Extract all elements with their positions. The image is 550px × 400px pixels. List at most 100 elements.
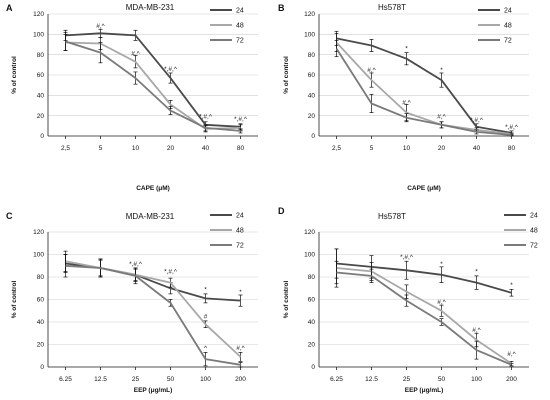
significance-annotation: # — [204, 314, 208, 321]
significance-annotation: * — [475, 269, 478, 276]
y-tick-label: 120 — [304, 229, 315, 236]
significance-annotation: *,#,^ — [129, 261, 143, 268]
y-tick-label: 80 — [308, 274, 316, 281]
series-line-72 — [65, 264, 241, 366]
x-axis-title: CAPE (μM) — [136, 185, 170, 192]
x-tick-label: 12.5 — [365, 376, 378, 383]
y-tick-label: 20 — [308, 113, 316, 120]
series-72 — [334, 260, 514, 367]
legend-label: 72 — [504, 38, 512, 45]
x-tick-label: 200 — [506, 376, 517, 383]
significance-annotation: *,#,^ — [164, 269, 178, 276]
x-tick-label: 2,5 — [332, 145, 341, 152]
panel-title: MDA-MB-231 — [126, 3, 175, 12]
x-tick-label: 2,5 — [61, 145, 70, 152]
y-tick-label: 40 — [37, 319, 45, 326]
y-tick-label: 120 — [304, 11, 315, 18]
x-tick-label: 25 — [403, 376, 411, 383]
y-tick-label: 100 — [304, 252, 315, 259]
y-tick-label: 0 — [40, 133, 44, 140]
significance-annotation: * — [239, 289, 242, 296]
chart-panel-a: 0 20 40 60 80 100 120 2,5 5 10 20 40 80 % of control C… — [6, 3, 258, 192]
x-tick-label: 80 — [508, 145, 516, 152]
x-tick-label: 5 — [99, 145, 103, 152]
significance-annotation: *,#,^ — [470, 117, 484, 124]
y-tick-label: 60 — [37, 297, 45, 304]
x-tick-label: 50 — [438, 376, 446, 383]
panel-letter: B — [278, 3, 285, 13]
y-axis-title: % of control — [11, 56, 18, 94]
chart-panel-b: 0 20 40 60 80 100 120 2,5 5 10 20 40 80 % of control C… — [278, 3, 529, 192]
y-tick-label: 20 — [37, 342, 45, 349]
legend-label: 24 — [236, 8, 244, 15]
x-tick-label: 40 — [202, 145, 210, 152]
y-axis-title: % of control — [283, 56, 290, 94]
series-72 — [334, 40, 514, 137]
panel-letter: C — [6, 211, 13, 221]
legend-label: 48 — [236, 228, 244, 235]
x-tick-label: 12.5 — [94, 376, 107, 383]
series-line-72 — [336, 271, 512, 366]
significance-annotation: *,#,^ — [505, 124, 519, 131]
series-line-24 — [336, 37, 512, 134]
series-line-48 — [336, 267, 513, 365]
y-tick-label: 100 — [33, 252, 44, 259]
y-tick-label: 40 — [37, 93, 45, 100]
y-axis-title: % of control — [11, 281, 18, 319]
legend-label: 72 — [530, 243, 538, 250]
significance-annotation: * — [440, 67, 443, 74]
y-tick-label: 100 — [304, 32, 315, 39]
significance-annotation: #,^ — [472, 327, 481, 334]
y-tick-label: 40 — [308, 93, 316, 100]
x-tick-label: 6.25 — [59, 376, 72, 383]
legend-label: 24 — [236, 213, 244, 220]
y-axis-title: % of control — [283, 281, 290, 319]
chart-panel-c: 0 20 40 60 80 100 120 6.25 12.5 25 50 100 200 % of co… — [6, 211, 258, 394]
series-24 — [334, 248, 514, 297]
significance-annotation: *,#,^ — [400, 254, 414, 261]
significance-annotation: #,^ — [437, 299, 446, 306]
significance-annotation: *,#,^ — [199, 114, 213, 121]
series-48 — [334, 32, 514, 136]
x-tick-label: 6.25 — [330, 376, 343, 383]
significance-annotation: * — [510, 282, 513, 289]
y-tick-label: 0 — [311, 133, 315, 140]
significance-annotation: *,#,^ — [234, 116, 248, 123]
y-tick-label: 80 — [37, 52, 45, 59]
x-tick-label: 200 — [235, 376, 246, 383]
series-24 — [63, 28, 243, 131]
series-line-24 — [65, 32, 241, 128]
x-tick-label: 40 — [473, 145, 481, 152]
series-72 — [63, 254, 243, 368]
x-tick-label: 80 — [237, 145, 245, 152]
y-tick-label: 20 — [37, 113, 45, 120]
panel-title: Hs578T — [378, 212, 406, 221]
significance-annotation: *,#,^ — [164, 66, 178, 73]
x-tick-label: 10 — [132, 145, 140, 152]
y-tick-label: 120 — [33, 229, 44, 236]
y-tick-label: 100 — [33, 32, 44, 39]
y-tick-label: 60 — [308, 72, 316, 79]
legend-label: 24 — [504, 8, 512, 15]
y-tick-label: 40 — [308, 319, 316, 326]
series-line-24 — [65, 262, 241, 302]
significance-annotation: #,^ — [367, 67, 376, 74]
panel-letter: A — [6, 3, 13, 13]
panel-letter: D — [278, 206, 285, 216]
legend-label: 48 — [530, 228, 538, 235]
series-24 — [63, 254, 243, 307]
significance-annotation: #,^ — [96, 23, 105, 30]
y-tick-label: 60 — [37, 72, 45, 79]
chart-panel-d: 0 20 40 60 80 100 120 6.25 12.5 25 50 100 200 % of co… — [278, 206, 538, 394]
y-tick-label: 20 — [308, 342, 316, 349]
significance-annotation: #,^ — [437, 114, 446, 121]
panel-title: MDA-MB-231 — [126, 212, 175, 221]
series-line-72 — [65, 40, 241, 132]
series-line-48 — [65, 260, 242, 358]
y-tick-label: 0 — [40, 364, 44, 371]
significance-annotation: #,^ — [507, 351, 516, 358]
legend-label: 48 — [504, 23, 512, 30]
series-line-24 — [336, 262, 512, 294]
